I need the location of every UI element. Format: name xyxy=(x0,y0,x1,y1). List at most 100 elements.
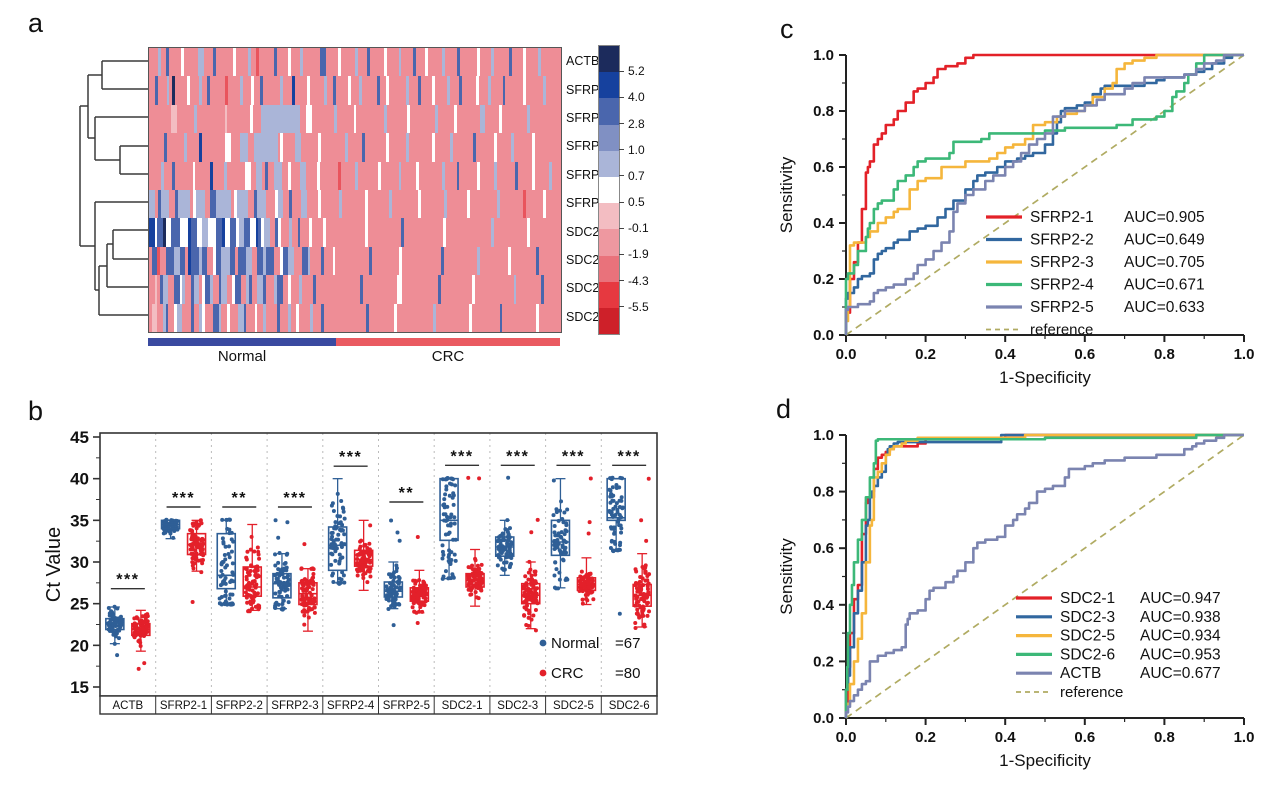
heatmap-cell-run xyxy=(299,161,306,191)
heatmap-cell-run xyxy=(174,303,177,333)
data-point xyxy=(363,560,368,565)
heatmap-cell-run xyxy=(190,246,200,276)
data-point xyxy=(223,581,228,586)
heatmap-cell-run xyxy=(157,246,161,276)
heatmap-cell-run xyxy=(324,246,333,276)
heatmap-cell-run xyxy=(165,303,169,333)
data-point xyxy=(610,485,615,490)
data-point xyxy=(331,509,336,514)
legend-auc: AUC=0.677 xyxy=(1140,665,1221,682)
colorbar-tick xyxy=(619,175,624,177)
box xyxy=(353,549,374,567)
data-point xyxy=(643,569,648,574)
heatmap-cell-run xyxy=(171,104,178,134)
data-point xyxy=(312,596,317,601)
heatmap-cell-run xyxy=(279,246,283,276)
heatmap-cell-run xyxy=(530,104,561,134)
heatmap-cell-run xyxy=(186,133,199,162)
heatmap-cell-run xyxy=(447,190,468,219)
heatmap-cell-run xyxy=(320,161,338,191)
heatmap-cell-run xyxy=(180,48,184,77)
data-point xyxy=(329,503,334,508)
data-point xyxy=(329,531,334,536)
legend-label: CRC xyxy=(551,665,584,682)
heatmap-cell-run xyxy=(499,303,503,333)
data-point xyxy=(387,572,392,577)
data-point xyxy=(560,557,565,562)
heatmap-cell-run xyxy=(221,218,225,247)
roc-chart-sfrp2: 0.0 0.2 0.4 0.6 0.8 1.0 0.0 0.2 0.4 0.6 0.8 1.0 1-Sp… xyxy=(777,47,1254,387)
data-point xyxy=(188,547,193,552)
heatmap-cell-run xyxy=(274,246,280,276)
data-point xyxy=(312,610,317,615)
data-point xyxy=(417,590,422,595)
data-point xyxy=(199,537,204,542)
group-annotation-bar xyxy=(148,338,560,346)
heatmap-cell-run xyxy=(201,275,205,304)
heatmap-cell-run xyxy=(265,161,268,191)
heatmap-cell-run xyxy=(485,104,500,134)
heatmap-cell-run xyxy=(149,76,155,105)
heatmap-cell-run xyxy=(384,48,387,77)
heatmap-cell-run xyxy=(247,48,251,77)
data-point xyxy=(551,478,556,483)
data-point xyxy=(564,576,569,581)
data-point xyxy=(469,592,474,597)
data-point xyxy=(609,538,614,543)
heatmap-cell-run xyxy=(442,161,445,191)
box xyxy=(383,581,404,598)
heatmap-cell-run xyxy=(388,133,407,162)
y-tick-label: 25 xyxy=(70,595,89,614)
heatmap-cell-run xyxy=(386,48,399,77)
data-point xyxy=(453,558,458,563)
heatmap-cell-run xyxy=(226,303,230,333)
data-point xyxy=(277,589,282,594)
heatmap-cell-run xyxy=(289,218,292,247)
heatmap-cell-run xyxy=(446,218,491,247)
colorbar-tick-label: -0.1 xyxy=(628,221,649,236)
heatmap-cell-run xyxy=(198,133,202,162)
data-point xyxy=(532,569,537,574)
data-point xyxy=(304,578,309,583)
data-point xyxy=(614,482,619,487)
data-point xyxy=(612,531,617,536)
heatmap-cell-run xyxy=(365,133,386,162)
data-point xyxy=(393,585,398,590)
data-point xyxy=(505,549,510,554)
heatmap-cell-run xyxy=(288,48,292,77)
heatmap-cell-run xyxy=(246,303,255,333)
heatmap-cell-run xyxy=(276,303,280,333)
y-axis-title: Sensitivity xyxy=(777,538,796,615)
heatmap-cell-run xyxy=(176,303,183,333)
heatmap-cell-run xyxy=(337,161,341,191)
data-point xyxy=(145,614,150,619)
data-point xyxy=(636,588,641,593)
data-point xyxy=(394,569,399,574)
heatmap-row-SDC2-6 xyxy=(149,218,561,247)
heatmap-cell-run xyxy=(239,76,243,105)
heatmap-cell-run xyxy=(454,104,458,134)
data-point xyxy=(250,588,255,593)
data-point xyxy=(442,497,447,502)
heatmap-cell-run xyxy=(496,133,512,162)
data-point xyxy=(555,545,560,550)
x-tick-label: 0.0 xyxy=(836,729,857,746)
heatmap-cell-run xyxy=(151,303,158,333)
data-point xyxy=(359,538,364,543)
y-tick-label: 0.6 xyxy=(813,540,834,557)
data-point xyxy=(302,542,307,547)
data-point xyxy=(227,527,232,532)
heatmap-cell-run xyxy=(261,218,264,247)
heatmap-cell-run xyxy=(525,190,544,219)
data-point xyxy=(562,510,567,515)
legend-series-name: SFRP2-3 xyxy=(1030,254,1094,271)
data-point xyxy=(506,475,511,480)
heatmap-cell-run xyxy=(427,48,443,77)
data-point xyxy=(368,574,373,579)
data-point xyxy=(226,551,231,556)
legend-auc: AUC=0.934 xyxy=(1140,628,1221,645)
heatmap-cell-run xyxy=(493,218,528,247)
data-point xyxy=(477,476,482,481)
data-point xyxy=(245,600,250,605)
heatmap-cell-run xyxy=(535,246,539,276)
